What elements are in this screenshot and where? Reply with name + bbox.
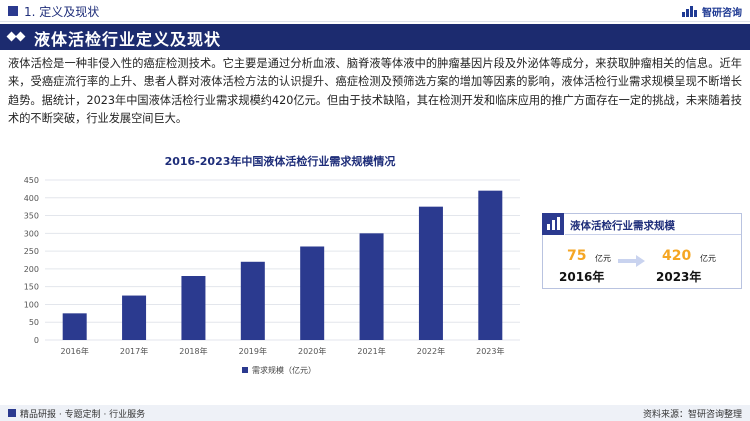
panel-divider bbox=[565, 234, 741, 235]
panel-title: 液体活检行业需求规模 bbox=[570, 220, 675, 232]
y-tick-label: 150 bbox=[24, 283, 39, 292]
y-tick-label: 350 bbox=[24, 212, 39, 221]
x-tick-label: 2023年 bbox=[476, 346, 504, 356]
x-tick-label: 2022年 bbox=[417, 346, 445, 356]
bar-1 bbox=[122, 295, 147, 340]
footer-square-icon bbox=[8, 409, 16, 417]
x-tick-label: 2018年 bbox=[179, 346, 207, 356]
page-title: 液体活检行业定义及现状 bbox=[34, 30, 222, 49]
y-tick-label: 100 bbox=[24, 300, 39, 309]
footer-source: 资料来源：智研咨询整理 bbox=[642, 410, 742, 420]
y-tick-label: 50 bbox=[29, 318, 39, 327]
end-value: 420 bbox=[662, 248, 692, 264]
x-tick-label: 2019年 bbox=[239, 346, 267, 356]
brand-logo: 智研咨询 bbox=[682, 3, 742, 19]
title-bar: 液体活检行业定义及现状 bbox=[0, 24, 750, 50]
y-tick-label: 450 bbox=[24, 176, 39, 185]
bar-2 bbox=[181, 276, 206, 340]
intro-paragraph: 液体活检是一种非侵入性的癌症检测技术。它主要是通过分析血液、脑脊液等体液中的肿瘤… bbox=[8, 57, 742, 125]
y-tick-label: 200 bbox=[24, 265, 39, 274]
end-unit: 亿元 bbox=[700, 254, 716, 263]
bar-chart: 0 50 100 150 200 250 300 350 400 450 2016年 2017年 201… bbox=[24, 176, 520, 375]
footer: 精品研报 · 专题定制 · 行业服务 资料来源：智研咨询整理 bbox=[0, 405, 750, 421]
footer-services: 精品研报 · 专题定制 · 行业服务 bbox=[20, 410, 146, 420]
x-tick-label: 2020年 bbox=[298, 346, 326, 356]
logo-bars-icon bbox=[682, 5, 698, 17]
x-tick-label: 2016年 bbox=[61, 346, 89, 356]
section-label: 1. 定义及现状 bbox=[24, 5, 100, 19]
section-square-icon bbox=[8, 6, 18, 16]
start-value: 75 bbox=[567, 248, 587, 264]
bar-6 bbox=[418, 206, 443, 340]
logo-text: 智研咨询 bbox=[702, 7, 742, 19]
chart-title: 2016-2023年中国液体活检行业需求规模情况 bbox=[164, 155, 396, 168]
bar-5 bbox=[359, 233, 384, 340]
arrow-right-icon bbox=[618, 255, 645, 267]
legend-label: 需求规模（亿元） bbox=[252, 365, 316, 375]
summary-panel: 液体活检行业需求规模 bbox=[542, 213, 742, 289]
bar-7 bbox=[478, 190, 503, 340]
y-tick-label: 0 bbox=[34, 336, 39, 345]
chart-bars-icon bbox=[542, 213, 564, 235]
end-year: 2023年 bbox=[656, 270, 702, 284]
diamond-icon bbox=[6, 31, 26, 42]
panel-header: 液体活检行业需求规模 bbox=[542, 213, 741, 235]
bar-0 bbox=[62, 313, 87, 340]
legend-swatch bbox=[242, 367, 248, 373]
start-year: 2016年 bbox=[559, 270, 605, 284]
y-tick-label: 400 bbox=[24, 194, 39, 203]
start-unit: 亿元 bbox=[595, 254, 611, 263]
x-tick-label: 2021年 bbox=[357, 346, 385, 356]
y-tick-label: 300 bbox=[24, 229, 39, 238]
bar-4 bbox=[300, 246, 325, 340]
bar-3 bbox=[240, 261, 265, 340]
y-tick-label: 250 bbox=[24, 247, 39, 256]
top-bar: 1. 定义及现状 智研咨询 bbox=[0, 0, 750, 22]
x-tick-label: 2017年 bbox=[120, 346, 148, 356]
